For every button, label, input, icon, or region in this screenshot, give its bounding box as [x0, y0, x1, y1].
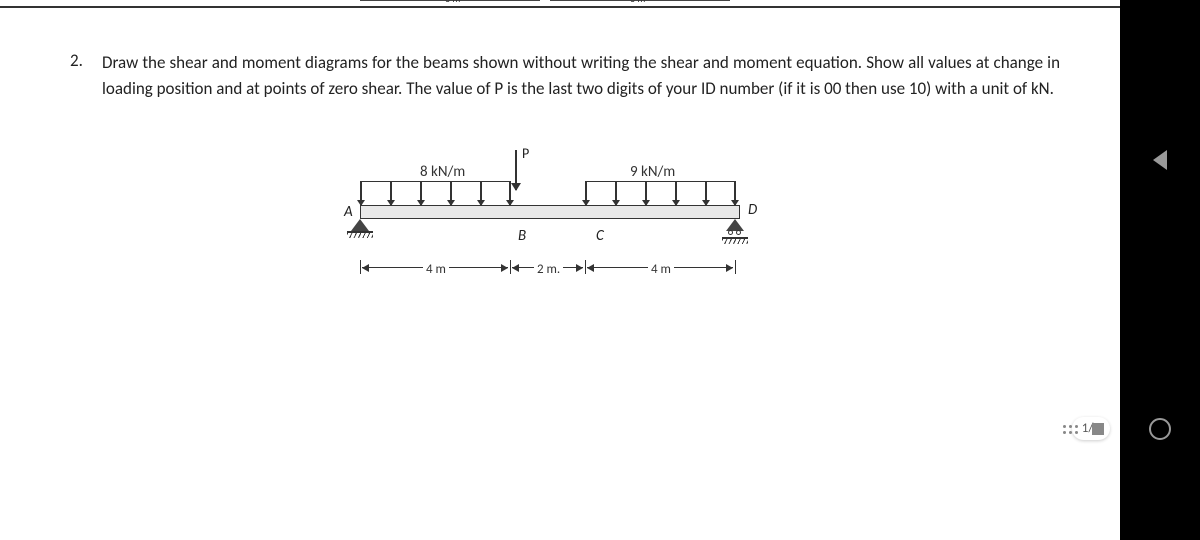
- beam-body: [360, 205, 740, 219]
- point-c-label: C: [596, 227, 604, 245]
- load-arrow: [360, 181, 362, 205]
- partial-previous-figure: 3 m 3 m: [300, 0, 780, 8]
- partial-dim-1: 3 m: [445, 0, 460, 5]
- problem-statement: 2. Draw the shear and moment diagrams fo…: [70, 50, 1060, 101]
- load-arrow: [509, 181, 511, 205]
- dimension-3: 4 m: [648, 262, 674, 277]
- distributed-load-2: [585, 181, 735, 195]
- load-arrow: [585, 181, 587, 205]
- load-arrow: [675, 181, 677, 205]
- dimension-lines: 4 m 2 m. 4 m: [350, 260, 750, 290]
- content-area: 2. Draw the shear and moment diagrams fo…: [70, 50, 1060, 101]
- distributed-load-2-label: 9 kN/m: [630, 163, 675, 181]
- load-arrow: [450, 181, 452, 205]
- point-load-label: P: [522, 145, 529, 162]
- menu-dots-icon[interactable]: [1063, 425, 1078, 434]
- nav-home-icon[interactable]: [1149, 418, 1171, 440]
- point-load-arrow: [515, 150, 517, 190]
- load-arrow: [480, 181, 482, 205]
- load-arrow: [705, 181, 707, 205]
- viewer-controls: [1063, 423, 1104, 435]
- distributed-load-1-label: 8 kN/m: [420, 163, 465, 181]
- dimension-2: 2 m.: [534, 262, 563, 277]
- point-b-label: B: [518, 227, 526, 245]
- roller-support: [726, 219, 748, 244]
- point-d-label: D: [748, 201, 757, 219]
- load-arrow: [390, 181, 392, 205]
- load-arrow: [615, 181, 617, 205]
- stop-icon[interactable]: [1092, 423, 1104, 435]
- problem-text: Draw the shear and moment diagrams for t…: [102, 50, 1060, 101]
- problem-number: 2.: [70, 50, 90, 71]
- load-arrow: [420, 181, 422, 205]
- nav-back-icon[interactable]: [1153, 150, 1167, 170]
- load-arrow: [734, 181, 736, 205]
- nav-bar: [1120, 0, 1200, 540]
- pin-support: [351, 219, 373, 238]
- document-page: 3 m 3 m 2. Draw the shear and moment dia…: [0, 0, 1120, 540]
- distributed-load-1: [360, 181, 510, 195]
- partial-dim-2: 3 m: [630, 0, 645, 5]
- dimension-1: 4 m: [423, 262, 449, 277]
- load-arrow: [645, 181, 647, 205]
- beam-diagram: P 8 kN/m 9 kN/m A B: [350, 145, 830, 325]
